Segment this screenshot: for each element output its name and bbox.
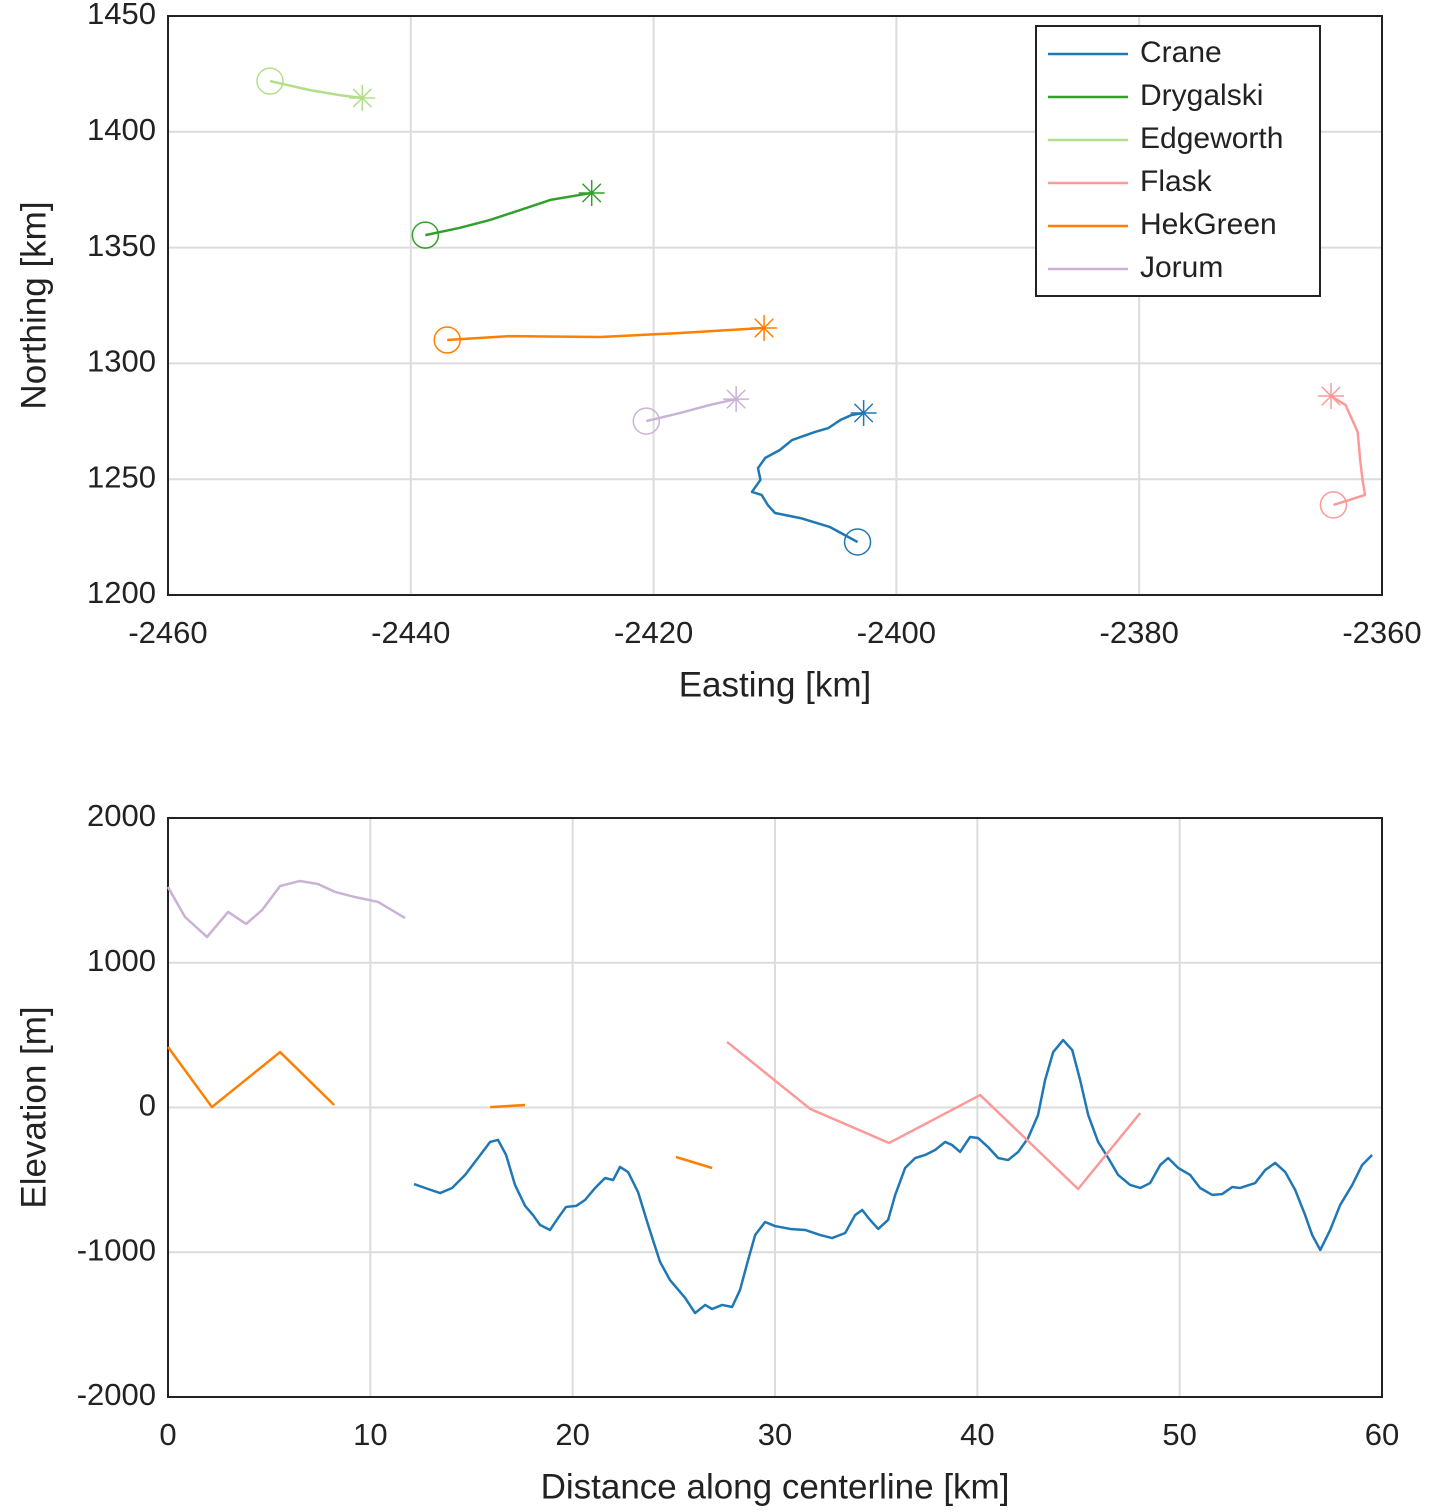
start-marker xyxy=(433,326,461,354)
y-tick-label: 1350 xyxy=(87,228,156,263)
y-tick-label: -1000 xyxy=(77,1232,156,1267)
legend-label: Drygalski xyxy=(1140,79,1263,112)
x-tick-label: 10 xyxy=(353,1417,387,1452)
x-axis-label: Distance along centerline [km] xyxy=(541,1467,1010,1506)
series-line xyxy=(166,879,406,939)
y-axis-label: Elevation [m] xyxy=(14,1006,53,1208)
series-line xyxy=(447,326,765,342)
y-tick-label: 1200 xyxy=(87,575,156,610)
x-tick-label: 50 xyxy=(1162,1417,1196,1452)
legend-box xyxy=(1035,25,1321,297)
x-tick-label: 60 xyxy=(1365,1417,1399,1452)
end-marker xyxy=(349,84,376,111)
x-tick-label: -2460 xyxy=(128,615,207,650)
y-tick-label: 1300 xyxy=(87,344,156,379)
x-tick-label: 40 xyxy=(960,1417,994,1452)
start-marker xyxy=(411,221,440,249)
x-tick-label: -2440 xyxy=(371,615,450,650)
series-line xyxy=(166,1046,713,1170)
x-tick-label: 0 xyxy=(159,1417,176,1452)
series-line xyxy=(269,79,363,100)
series-line xyxy=(413,1038,1373,1315)
y-tick-label: 1400 xyxy=(87,112,156,147)
end-marker xyxy=(723,386,750,413)
y-tick-label: 1250 xyxy=(87,459,156,494)
legend-label: Edgeworth xyxy=(1140,122,1283,155)
end-marker xyxy=(578,179,605,206)
x-tick-label: -2360 xyxy=(1342,615,1421,650)
y-tick-label: 1450 xyxy=(87,0,156,31)
series-line xyxy=(425,191,592,237)
legend-label: Jorum xyxy=(1140,251,1223,284)
x-axis-label: Easting [km] xyxy=(679,665,872,704)
axes-box xyxy=(167,15,1383,596)
start-marker xyxy=(843,528,872,556)
end-marker xyxy=(751,314,778,341)
y-tick-label: -2000 xyxy=(77,1377,156,1412)
start-marker xyxy=(1319,491,1348,519)
end-marker xyxy=(850,399,877,426)
axes-box xyxy=(167,817,1383,1398)
series-line xyxy=(726,1040,1142,1191)
y-tick-label: 1000 xyxy=(87,943,156,978)
x-tick-label: -2420 xyxy=(614,615,693,650)
legend-label: Crane xyxy=(1140,36,1222,69)
y-tick-label: 0 xyxy=(139,1088,156,1123)
start-marker xyxy=(256,67,284,95)
x-tick-label: 20 xyxy=(555,1417,589,1452)
x-tick-label: -2400 xyxy=(857,615,936,650)
y-axis-label: Northing [km] xyxy=(14,201,53,409)
x-tick-label: -2380 xyxy=(1100,615,1179,650)
legend-label: Flask xyxy=(1140,165,1213,198)
x-tick-label: 30 xyxy=(758,1417,792,1452)
series-line xyxy=(1330,394,1367,507)
y-tick-label: 2000 xyxy=(87,798,156,833)
legend-label: HekGreen xyxy=(1140,208,1277,241)
series-line xyxy=(750,411,864,544)
end-marker xyxy=(1318,383,1345,410)
start-marker xyxy=(632,407,661,435)
series-line xyxy=(646,397,737,423)
